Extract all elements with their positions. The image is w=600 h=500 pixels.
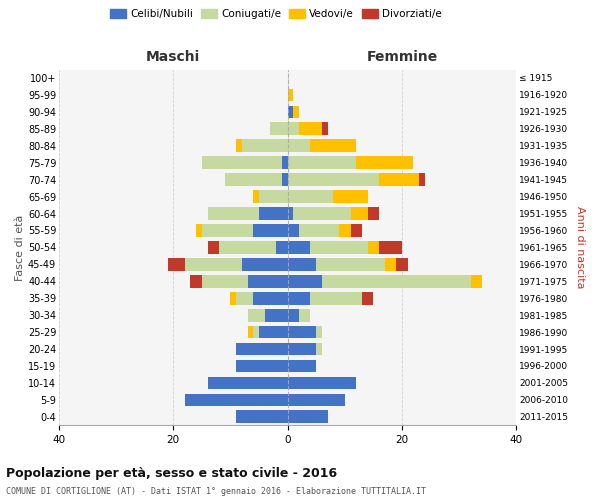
Bar [322,122,328,135]
Bar [310,241,368,254]
Bar [253,224,287,237]
Bar [470,275,482,287]
Bar [299,224,339,237]
Bar [287,326,316,338]
Bar [271,122,287,135]
Bar [287,88,293,102]
Bar [236,292,253,304]
Bar [287,224,299,237]
Bar [236,360,287,372]
Y-axis label: Anni di nascita: Anni di nascita [575,206,585,288]
Bar [299,122,322,135]
Bar [253,190,259,203]
Bar [242,140,287,152]
Bar [265,309,287,322]
Bar [287,376,356,390]
Bar [287,122,299,135]
Bar [385,258,396,270]
Bar [208,207,259,220]
Bar [190,275,202,287]
Bar [368,207,379,220]
Bar [202,156,282,169]
Bar [248,309,265,322]
Bar [167,258,185,270]
Bar [287,258,316,270]
Bar [287,190,334,203]
Bar [396,258,407,270]
Bar [259,207,287,220]
Bar [253,326,259,338]
Bar [293,106,299,118]
Bar [287,241,310,254]
Bar [419,174,425,186]
Bar [225,174,282,186]
Bar [185,258,242,270]
Bar [339,224,350,237]
Bar [287,174,379,186]
Bar [287,309,299,322]
Bar [368,241,379,254]
Bar [202,224,253,237]
Text: Femmine: Femmine [367,50,437,64]
Bar [287,275,322,287]
Y-axis label: Fasce di età: Fasce di età [15,214,25,280]
Bar [379,241,402,254]
Bar [236,140,242,152]
Text: COMUNE DI CORTIGLIONE (AT) - Dati ISTAT 1° gennaio 2016 - Elaborazione TUTTITALI: COMUNE DI CORTIGLIONE (AT) - Dati ISTAT … [6,488,426,496]
Bar [362,292,373,304]
Bar [310,292,362,304]
Bar [287,410,328,423]
Bar [276,241,287,254]
Bar [287,342,316,355]
Bar [310,140,356,152]
Bar [282,156,287,169]
Bar [236,410,287,423]
Bar [287,156,356,169]
Bar [185,394,287,406]
Bar [236,342,287,355]
Bar [350,224,362,237]
Bar [334,190,368,203]
Text: Popolazione per età, sesso e stato civile - 2016: Popolazione per età, sesso e stato civil… [6,468,337,480]
Bar [316,326,322,338]
Bar [248,275,287,287]
Bar [282,174,287,186]
Bar [293,207,350,220]
Bar [208,241,219,254]
Text: Maschi: Maschi [146,50,200,64]
Bar [208,376,287,390]
Bar [299,309,310,322]
Bar [322,275,470,287]
Bar [230,292,236,304]
Bar [259,326,287,338]
Bar [287,394,345,406]
Bar [259,190,287,203]
Bar [379,174,419,186]
Bar [287,207,293,220]
Bar [242,258,287,270]
Bar [316,342,322,355]
Bar [356,156,413,169]
Bar [287,140,310,152]
Legend: Celibi/Nubili, Coniugati/e, Vedovi/e, Divorziati/e: Celibi/Nubili, Coniugati/e, Vedovi/e, Di… [106,5,446,24]
Bar [287,292,310,304]
Bar [287,360,316,372]
Bar [202,275,248,287]
Bar [253,292,287,304]
Bar [248,326,253,338]
Bar [316,258,385,270]
Bar [287,106,293,118]
Bar [196,224,202,237]
Bar [350,207,368,220]
Bar [219,241,276,254]
